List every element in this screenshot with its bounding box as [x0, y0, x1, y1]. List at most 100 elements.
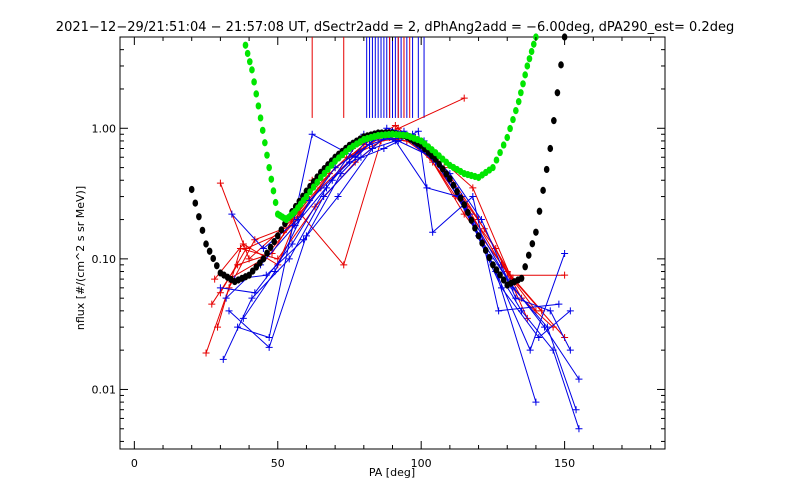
curve-point-green [310, 183, 317, 191]
data-point-blue [575, 425, 583, 433]
curve-point-black [479, 239, 485, 247]
curve-point-black [246, 271, 252, 279]
data-point-blue [566, 346, 574, 354]
data-point-blue [526, 346, 534, 354]
curve-point-green [493, 156, 500, 164]
data-point-red [211, 275, 219, 283]
curve-point-black [522, 263, 528, 271]
data-point-blue [345, 158, 353, 166]
curve-point-black [497, 271, 503, 279]
curve-point-black [210, 254, 217, 263]
curve-point-black [249, 267, 256, 275]
data-point-blue [271, 268, 279, 276]
curve-point-black [267, 243, 274, 251]
curve-point-green [268, 175, 275, 183]
data-point-blue [225, 307, 233, 315]
curve-point-green [526, 55, 533, 63]
x-tick-label: 100 [411, 457, 432, 470]
data-point-red [208, 300, 216, 308]
curve-point-green [246, 58, 253, 66]
curve-point-green [251, 78, 257, 86]
y-axis-label: nflux [#/(cm^2 s sr MeV)] [74, 186, 87, 330]
data-point-blue [561, 249, 569, 257]
curve-point-black [443, 170, 450, 178]
data-point-blue [219, 355, 227, 363]
data-point-blue [308, 130, 316, 138]
trace-red [219, 136, 565, 338]
curve-point-black [533, 228, 539, 236]
curve-point-green [528, 47, 535, 56]
curve-point-green [507, 124, 513, 133]
data-point-blue [546, 307, 554, 315]
trace-blue [237, 127, 571, 351]
curve-point-black [551, 117, 557, 125]
curve-point-black [461, 201, 468, 209]
curve-point-green [530, 40, 537, 48]
curve-point-green [249, 66, 255, 74]
curve-point-black [196, 213, 202, 221]
curve-point-black [468, 216, 475, 224]
curve-point-green [328, 161, 335, 169]
y-tick-label: 1.00 [92, 122, 117, 135]
data-point-blue [334, 193, 342, 201]
data-point-red [236, 245, 244, 253]
curve-point-black [454, 188, 460, 196]
curve-point-black [536, 207, 543, 215]
data-point-blue [572, 406, 580, 414]
curve-point-black [493, 266, 500, 274]
x-tick-label: 0 [131, 457, 138, 470]
data-point-blue [305, 196, 313, 204]
curve-point-black [540, 186, 546, 194]
curve-point-green [262, 139, 268, 147]
curve-point-green [518, 89, 524, 97]
curve-point-black [525, 251, 532, 259]
curve-point-black [490, 261, 496, 269]
curve-point-green [242, 41, 249, 49]
trace-blue [234, 140, 566, 352]
y-tick-label: 0.10 [92, 253, 117, 266]
x-tick-label: 150 [554, 457, 575, 470]
chart-title: 2021−12−29/21:51:04 − 21:57:08 UT, dSect… [56, 20, 734, 35]
curve-point-black [500, 276, 507, 284]
curve-point-green [255, 102, 262, 110]
curve-point-green [504, 133, 511, 142]
curve-point-black [558, 61, 564, 69]
curve-point-black [192, 199, 199, 207]
curve-point-green [522, 71, 528, 79]
trace-blue [220, 133, 571, 339]
data-point-blue [469, 193, 477, 201]
curve-point-green [325, 165, 331, 173]
curve-point-black [518, 274, 525, 282]
data-point-blue [259, 245, 267, 253]
curve-point-black [439, 165, 446, 173]
data-point-blue [555, 300, 563, 308]
data-point-blue [248, 294, 256, 302]
curve-point-black [464, 208, 471, 217]
curve-point-green [307, 188, 313, 196]
data-point-blue [380, 145, 388, 153]
curve-point-green [272, 198, 279, 207]
trace-red [211, 133, 554, 328]
axes: 0 50 100 150 0.01 0.10 1.00 [92, 36, 665, 470]
curve-point-green [266, 163, 272, 172]
curve-point-black [206, 247, 213, 255]
data-point-blue [265, 333, 273, 341]
data-point-blue [535, 333, 543, 341]
data-point-blue [300, 236, 308, 244]
curve-point-green [490, 163, 496, 172]
trace-blue [222, 130, 580, 429]
curve-point-black [436, 160, 442, 168]
data-point-blue [239, 314, 247, 322]
curve-point-green [510, 115, 516, 124]
data-point-blue [495, 307, 503, 315]
curve-point-green [314, 178, 321, 186]
data-point-blue [216, 284, 224, 292]
fit-curves [188, 33, 568, 289]
data-point-blue [222, 294, 230, 302]
data-point-blue [414, 127, 422, 135]
curve-point-black [554, 89, 561, 97]
curve-point-green [253, 90, 260, 98]
data-point-blue [429, 228, 437, 236]
curve-point-green [303, 192, 310, 201]
curve-point-green [520, 80, 526, 88]
